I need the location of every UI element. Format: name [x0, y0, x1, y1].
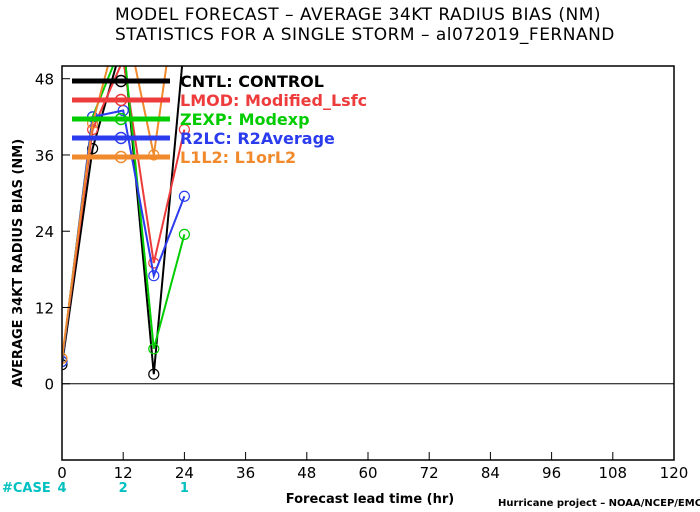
legend-marker-4: [114, 150, 128, 164]
x-tick-label: 60: [358, 464, 377, 482]
x-tick-label: 108: [598, 464, 627, 482]
x-tick-label: 48: [297, 464, 316, 482]
series-point: [62, 359, 68, 371]
series-point: [118, 55, 128, 65]
legend-label-1: LMOD: Modified_Lsfc: [180, 91, 367, 110]
series-point: [178, 228, 190, 241]
legend-label-2: ZEXP: Modexp: [180, 110, 310, 129]
chart-subtitle: STATISTICS FOR A SINGLE STORM – al072019…: [115, 25, 615, 45]
series-point: [148, 368, 160, 380]
case-count: 4: [57, 481, 66, 496]
series-line-0: [62, 66, 184, 375]
series-point: [178, 190, 190, 202]
x-tick-label: 36: [236, 464, 255, 482]
series-point: [148, 343, 160, 355]
legend-label-0: CNTL: CONTROL: [180, 72, 324, 91]
legend-marker-1: [114, 93, 128, 107]
legend-marker-0: [114, 74, 128, 88]
y-tick-label: 48: [35, 71, 54, 89]
x-tick-label: 12: [114, 464, 133, 482]
x-tick-label: 120: [660, 464, 689, 482]
credit-text: Hurricane project – NOAA/NCEP/EMC: [498, 498, 700, 509]
x-tick-label: 96: [542, 464, 561, 482]
x-tick-label: 0: [57, 464, 67, 482]
series-point: [178, 123, 190, 136]
case-count: 1: [180, 481, 189, 496]
series-line-2: [62, 66, 186, 362]
x-tick-label: 24: [175, 464, 194, 482]
series-point: [148, 270, 160, 282]
series-point: [62, 352, 68, 364]
y-tick-label: 0: [44, 376, 54, 394]
legend-label-3: R2LC: R2Average: [180, 129, 335, 148]
legend-label-4: L1L2: L1orL2: [180, 148, 296, 167]
y-axis-label: AVERAGE 34KT RADIUS BIAS (NM): [11, 139, 26, 387]
x-tick-label: 84: [481, 464, 500, 482]
case-header: #CASE: [2, 481, 51, 496]
legend-marker-3: [114, 131, 128, 145]
x-axis-label: Forecast lead time (hr): [286, 492, 454, 507]
x-tick-label: 72: [420, 464, 439, 482]
series-point: [62, 355, 68, 368]
y-tick-label: 36: [35, 147, 54, 165]
chart-title: MODEL FORECAST – AVERAGE 34KT RADIUS BIA…: [115, 5, 601, 25]
y-tick-label: 24: [35, 223, 54, 241]
y-tick-label: 12: [35, 299, 54, 317]
case-count: 2: [119, 481, 128, 496]
series-point: [86, 143, 99, 155]
legend-marker-2: [114, 112, 128, 126]
